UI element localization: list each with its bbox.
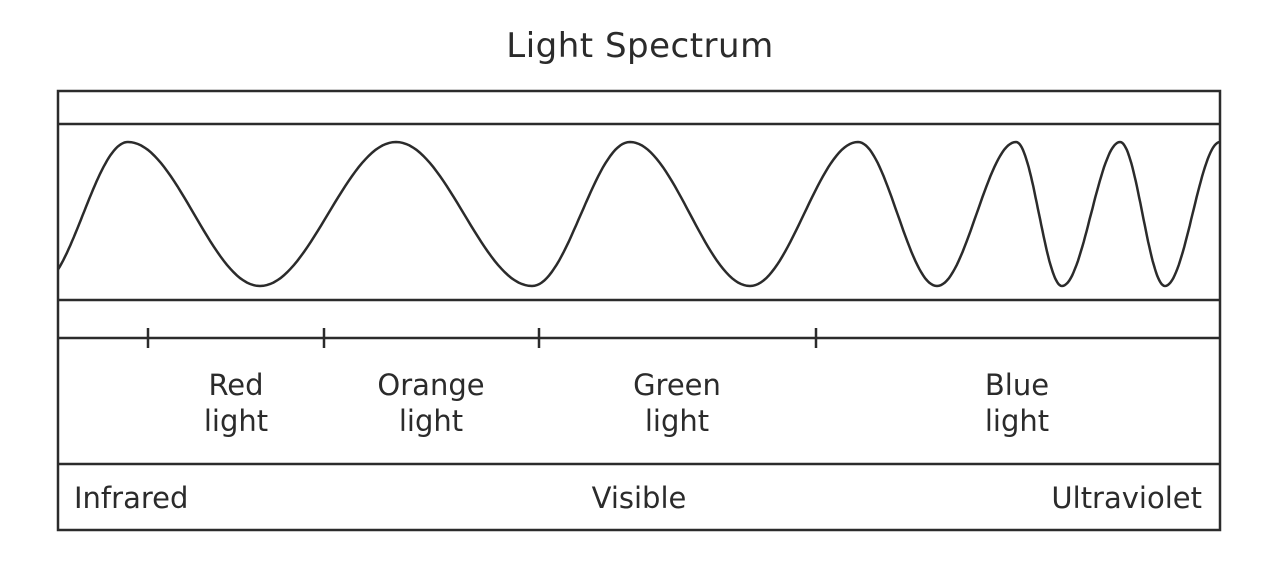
region-label-ultraviolet: Ultraviolet [1051,481,1202,515]
diagram-title: Light Spectrum [506,26,774,66]
band-label-blue: Blue light [985,367,1049,439]
band-label-red: Red light [204,367,268,439]
band-label-orange: Orange light [377,367,484,439]
region-label-visible: Visible [591,481,687,515]
band-label-blue-line2: light [984,404,1050,438]
band-label-blue-line1: Blue [984,368,1050,402]
band-label-green-line1: Green [633,368,721,402]
band-label-green: Green light [633,367,721,439]
band-label-red-line1: Red [208,368,264,402]
light-wave [56,140,1221,288]
band-label-red-line2: light [203,404,269,438]
region-label-infrared: Infrared [74,481,189,515]
band-label-orange-line1: Orange [377,368,485,402]
band-label-orange-line2: light [398,404,464,438]
outer-frame [56,89,1222,532]
band-label-green-line2: light [644,404,710,438]
